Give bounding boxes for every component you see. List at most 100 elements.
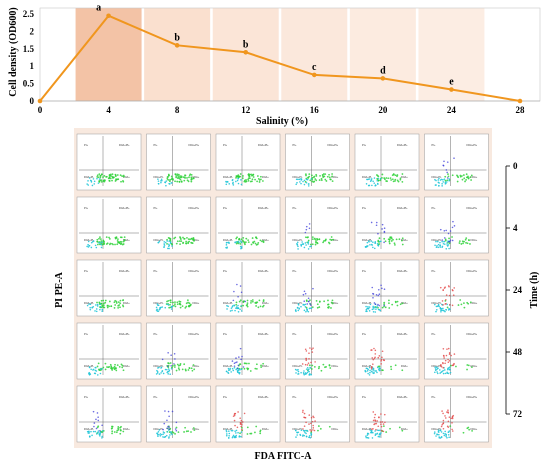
event-dot — [330, 301, 333, 304]
event-dot — [443, 357, 445, 359]
event-dot — [233, 365, 236, 367]
event-dot — [241, 239, 244, 242]
event-dot — [438, 185, 440, 187]
event-dot — [100, 243, 103, 246]
event-dot — [100, 246, 103, 249]
flow-plot: PI+ FDA+PI+ FDA+PI- FDA+ — [354, 196, 420, 254]
quadrant-label: FDA+ — [193, 175, 200, 179]
event-dot — [174, 358, 176, 360]
event-dot — [448, 179, 450, 182]
event-dot — [389, 177, 392, 180]
event-dot — [376, 180, 379, 182]
event-dot — [165, 184, 167, 187]
event-dot — [307, 248, 310, 250]
event-dot — [305, 358, 307, 360]
event-dot — [158, 429, 161, 431]
event-dot — [168, 244, 171, 247]
event-dot — [296, 369, 298, 371]
event-dot — [446, 244, 448, 246]
event-dot — [446, 348, 448, 350]
flow-plot: PI+ FDA+PI+ FDA+PI- FDA+ — [285, 196, 350, 254]
event-dot — [166, 431, 169, 433]
event-dot — [119, 302, 122, 305]
event-dot — [227, 367, 230, 370]
event-dot — [442, 372, 445, 375]
event-dot — [380, 432, 382, 434]
event-dot — [434, 366, 436, 368]
event-dot — [299, 434, 302, 437]
event-dot — [240, 179, 242, 181]
event-dot — [294, 368, 297, 371]
event-dot — [122, 175, 125, 178]
event-dot — [294, 309, 297, 311]
line-chart: 0 0.5 1 1.5 2 2.5 0 4 8 12 16 20 24 28 a b b c d e Salini… — [8, 3, 541, 127]
event-dot — [445, 247, 448, 250]
event-dot — [303, 309, 306, 312]
event-dot — [374, 349, 377, 352]
event-dot — [443, 243, 446, 245]
event-dot — [435, 310, 437, 313]
event-dot — [377, 308, 380, 311]
event-dot — [317, 425, 320, 427]
event-dot — [377, 356, 380, 359]
quadrant-label: FDA+PI- — [154, 175, 164, 179]
event-dot — [106, 366, 108, 368]
event-dot — [117, 304, 120, 307]
event-dot — [372, 305, 374, 308]
event-dot — [315, 175, 318, 177]
event-dot — [311, 420, 314, 423]
event-dot — [169, 299, 172, 302]
event-dot — [156, 303, 159, 305]
event-dot — [308, 307, 311, 310]
event-dot — [383, 304, 386, 307]
event-dot — [246, 433, 249, 435]
event-dot — [380, 363, 382, 365]
flow-plot-frame — [146, 385, 211, 443]
event-dot — [371, 286, 374, 289]
event-dot — [452, 220, 454, 223]
event-dot — [331, 173, 333, 175]
event-dot — [442, 427, 445, 430]
event-dot — [119, 299, 122, 302]
event-dot — [371, 437, 374, 439]
event-dot — [239, 243, 242, 245]
event-dot — [441, 300, 444, 302]
event-dot — [447, 347, 450, 350]
event-dot — [190, 431, 192, 433]
event-dot — [462, 174, 465, 176]
event-dot — [245, 304, 248, 307]
event-dot — [303, 290, 306, 293]
event-dot — [443, 237, 446, 239]
event-dot — [439, 228, 442, 231]
event-dot — [96, 238, 99, 241]
event-dot — [296, 243, 299, 246]
event-dot — [377, 294, 380, 297]
event-dot — [167, 236, 170, 239]
flow-plot-frame — [424, 259, 489, 317]
event-dot — [157, 180, 160, 182]
event-dot — [228, 241, 230, 244]
event-dot — [115, 236, 118, 239]
event-dot — [458, 242, 461, 244]
event-dot — [304, 236, 307, 239]
flow-plot: PI+ FDA+PI+ FDA+PI- FDA+ — [215, 259, 281, 317]
event-dot — [162, 372, 165, 375]
event-dot — [113, 301, 116, 304]
event-dot — [231, 309, 233, 312]
event-dot — [95, 304, 97, 306]
event-dot — [309, 304, 312, 306]
flow-plot-frame — [215, 196, 281, 254]
event-dot — [116, 174, 119, 176]
event-dot — [168, 247, 170, 250]
event-dot — [318, 365, 321, 368]
event-dot — [105, 175, 107, 178]
event-dot — [370, 178, 373, 180]
quadrant-label: FDA+PI- — [154, 427, 164, 431]
event-dot — [438, 433, 440, 436]
event-dot — [381, 228, 383, 230]
event-dot — [443, 240, 445, 243]
event-dot — [375, 306, 378, 309]
flow-plot: PI+ FDA+PI+ FDA+PI- FDA+ — [215, 322, 281, 380]
event-dot — [168, 437, 170, 439]
event-dot — [117, 238, 119, 240]
